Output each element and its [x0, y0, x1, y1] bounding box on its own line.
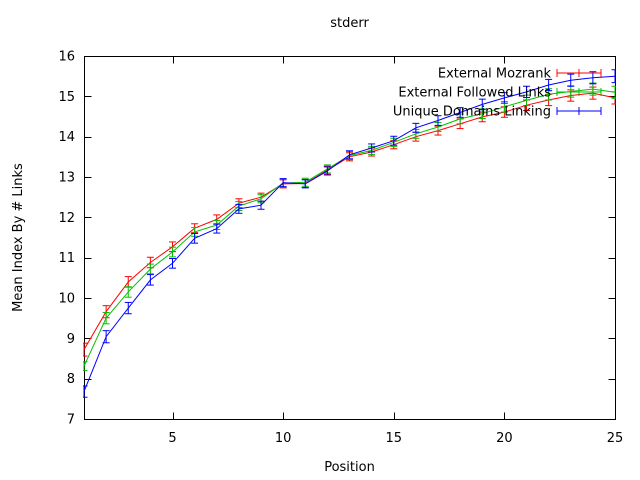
legend-entry-0: External Mozrank [438, 67, 602, 82]
legend-key-sample-0 [556, 69, 602, 77]
error-bar [257, 200, 265, 210]
y-tick-label: 7 [67, 413, 75, 428]
error-bar [611, 85, 616, 99]
error-bar [589, 71, 597, 85]
error-bar [567, 73, 575, 87]
error-bar [456, 107, 464, 118]
error-bar [169, 246, 176, 258]
error-bar [102, 312, 110, 325]
error-bar [478, 98, 486, 111]
error-bar [301, 179, 309, 189]
x-tick-label: 25 [607, 431, 624, 446]
x-tick-label: 10 [275, 431, 292, 446]
legend-label-2: Unique Domains Linking [393, 105, 551, 120]
error-bar [124, 301, 132, 315]
legend-label-1: External Followed Links [398, 86, 551, 101]
error-bar [169, 257, 176, 269]
error-bar [323, 166, 331, 176]
y-tick-label: 16 [58, 50, 75, 65]
error-bar [412, 122, 420, 133]
legend: External Mozrank External Followed Links U… [393, 67, 602, 120]
error-bar [83, 342, 88, 357]
error-bar [146, 263, 154, 275]
x-axis-label: Position [324, 460, 375, 475]
error-bar [434, 115, 442, 126]
legend-entry-2: Unique Domains Linking [393, 105, 602, 120]
y-tick-label: 12 [58, 211, 75, 226]
chart-title: stderr [330, 16, 369, 31]
error-bar [279, 178, 287, 188]
error-bar [346, 150, 353, 160]
axes: 5 10 15 20 25 7 8 9 10 11 12 13 14 15 16 [58, 50, 623, 447]
y-tick-label: 8 [67, 372, 75, 387]
error-bar [146, 274, 154, 286]
x-tick-label: 20 [496, 431, 513, 446]
series-2 [83, 69, 616, 398]
y-tick-label: 14 [58, 130, 75, 145]
y-tick-label: 15 [58, 90, 75, 105]
error-bar [191, 232, 199, 244]
error-bar [611, 69, 616, 84]
legend-entry-1: External Followed Links [398, 86, 602, 101]
error-bar [500, 92, 508, 104]
y-tick-label: 11 [58, 251, 75, 266]
y-tick-label: 10 [58, 292, 75, 307]
error-bar [545, 78, 553, 92]
y-tick-label: 13 [58, 171, 75, 186]
error-bar [213, 223, 221, 234]
legend-label-0: External Mozrank [438, 67, 552, 82]
error-bar [235, 203, 243, 214]
x-tick-label: 5 [168, 431, 176, 446]
error-bar [368, 143, 376, 153]
x-tick-label: 15 [385, 431, 402, 446]
legend-key-sample-1 [556, 88, 602, 96]
error-bar [102, 330, 110, 344]
plot-border [84, 56, 616, 420]
error-bar [83, 385, 88, 398]
error-bar [124, 286, 132, 298]
y-tick-label: 9 [67, 332, 75, 347]
error-bar [390, 135, 398, 146]
error-bar [523, 85, 530, 99]
error-bar [83, 361, 88, 372]
y-axis-label: Mean Index By # Links [11, 163, 26, 312]
legend-key-sample-2 [556, 107, 602, 115]
